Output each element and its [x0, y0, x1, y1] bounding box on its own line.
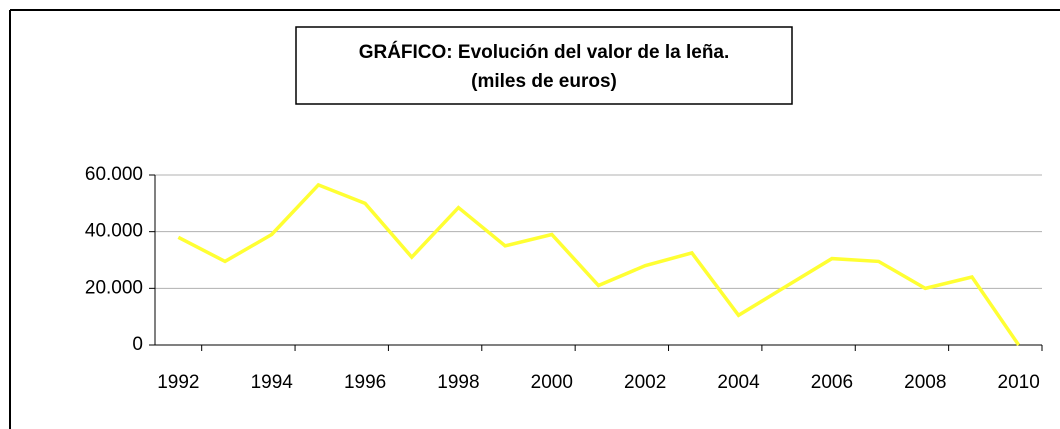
- y-tick-label: 0: [132, 334, 143, 355]
- y-tick-label: 60.000: [85, 164, 143, 185]
- line-series: [177, 182, 1021, 346]
- title-box: [295, 26, 793, 105]
- x-tick-label: 2002: [624, 372, 666, 393]
- x-tick-label: 1992: [157, 372, 199, 393]
- x-tick-label: 2004: [717, 372, 760, 393]
- x-tick-label: 2000: [531, 372, 573, 393]
- x-tick-label: 2010: [998, 372, 1040, 393]
- y-tick-label: 40.000: [85, 221, 143, 242]
- x-tick-label: 1996: [344, 372, 386, 393]
- x-tick-label: 2008: [904, 372, 946, 393]
- chart-title: GRÁFICO: Evolución del valor de la leña.: [359, 41, 730, 63]
- x-tick-label: 2006: [811, 372, 853, 393]
- x-tick-label: 1994: [251, 372, 294, 393]
- chart-subtitle: (miles de euros): [471, 71, 617, 92]
- y-tick-label: 20.000: [85, 277, 143, 298]
- x-tick-label: 1998: [437, 372, 479, 393]
